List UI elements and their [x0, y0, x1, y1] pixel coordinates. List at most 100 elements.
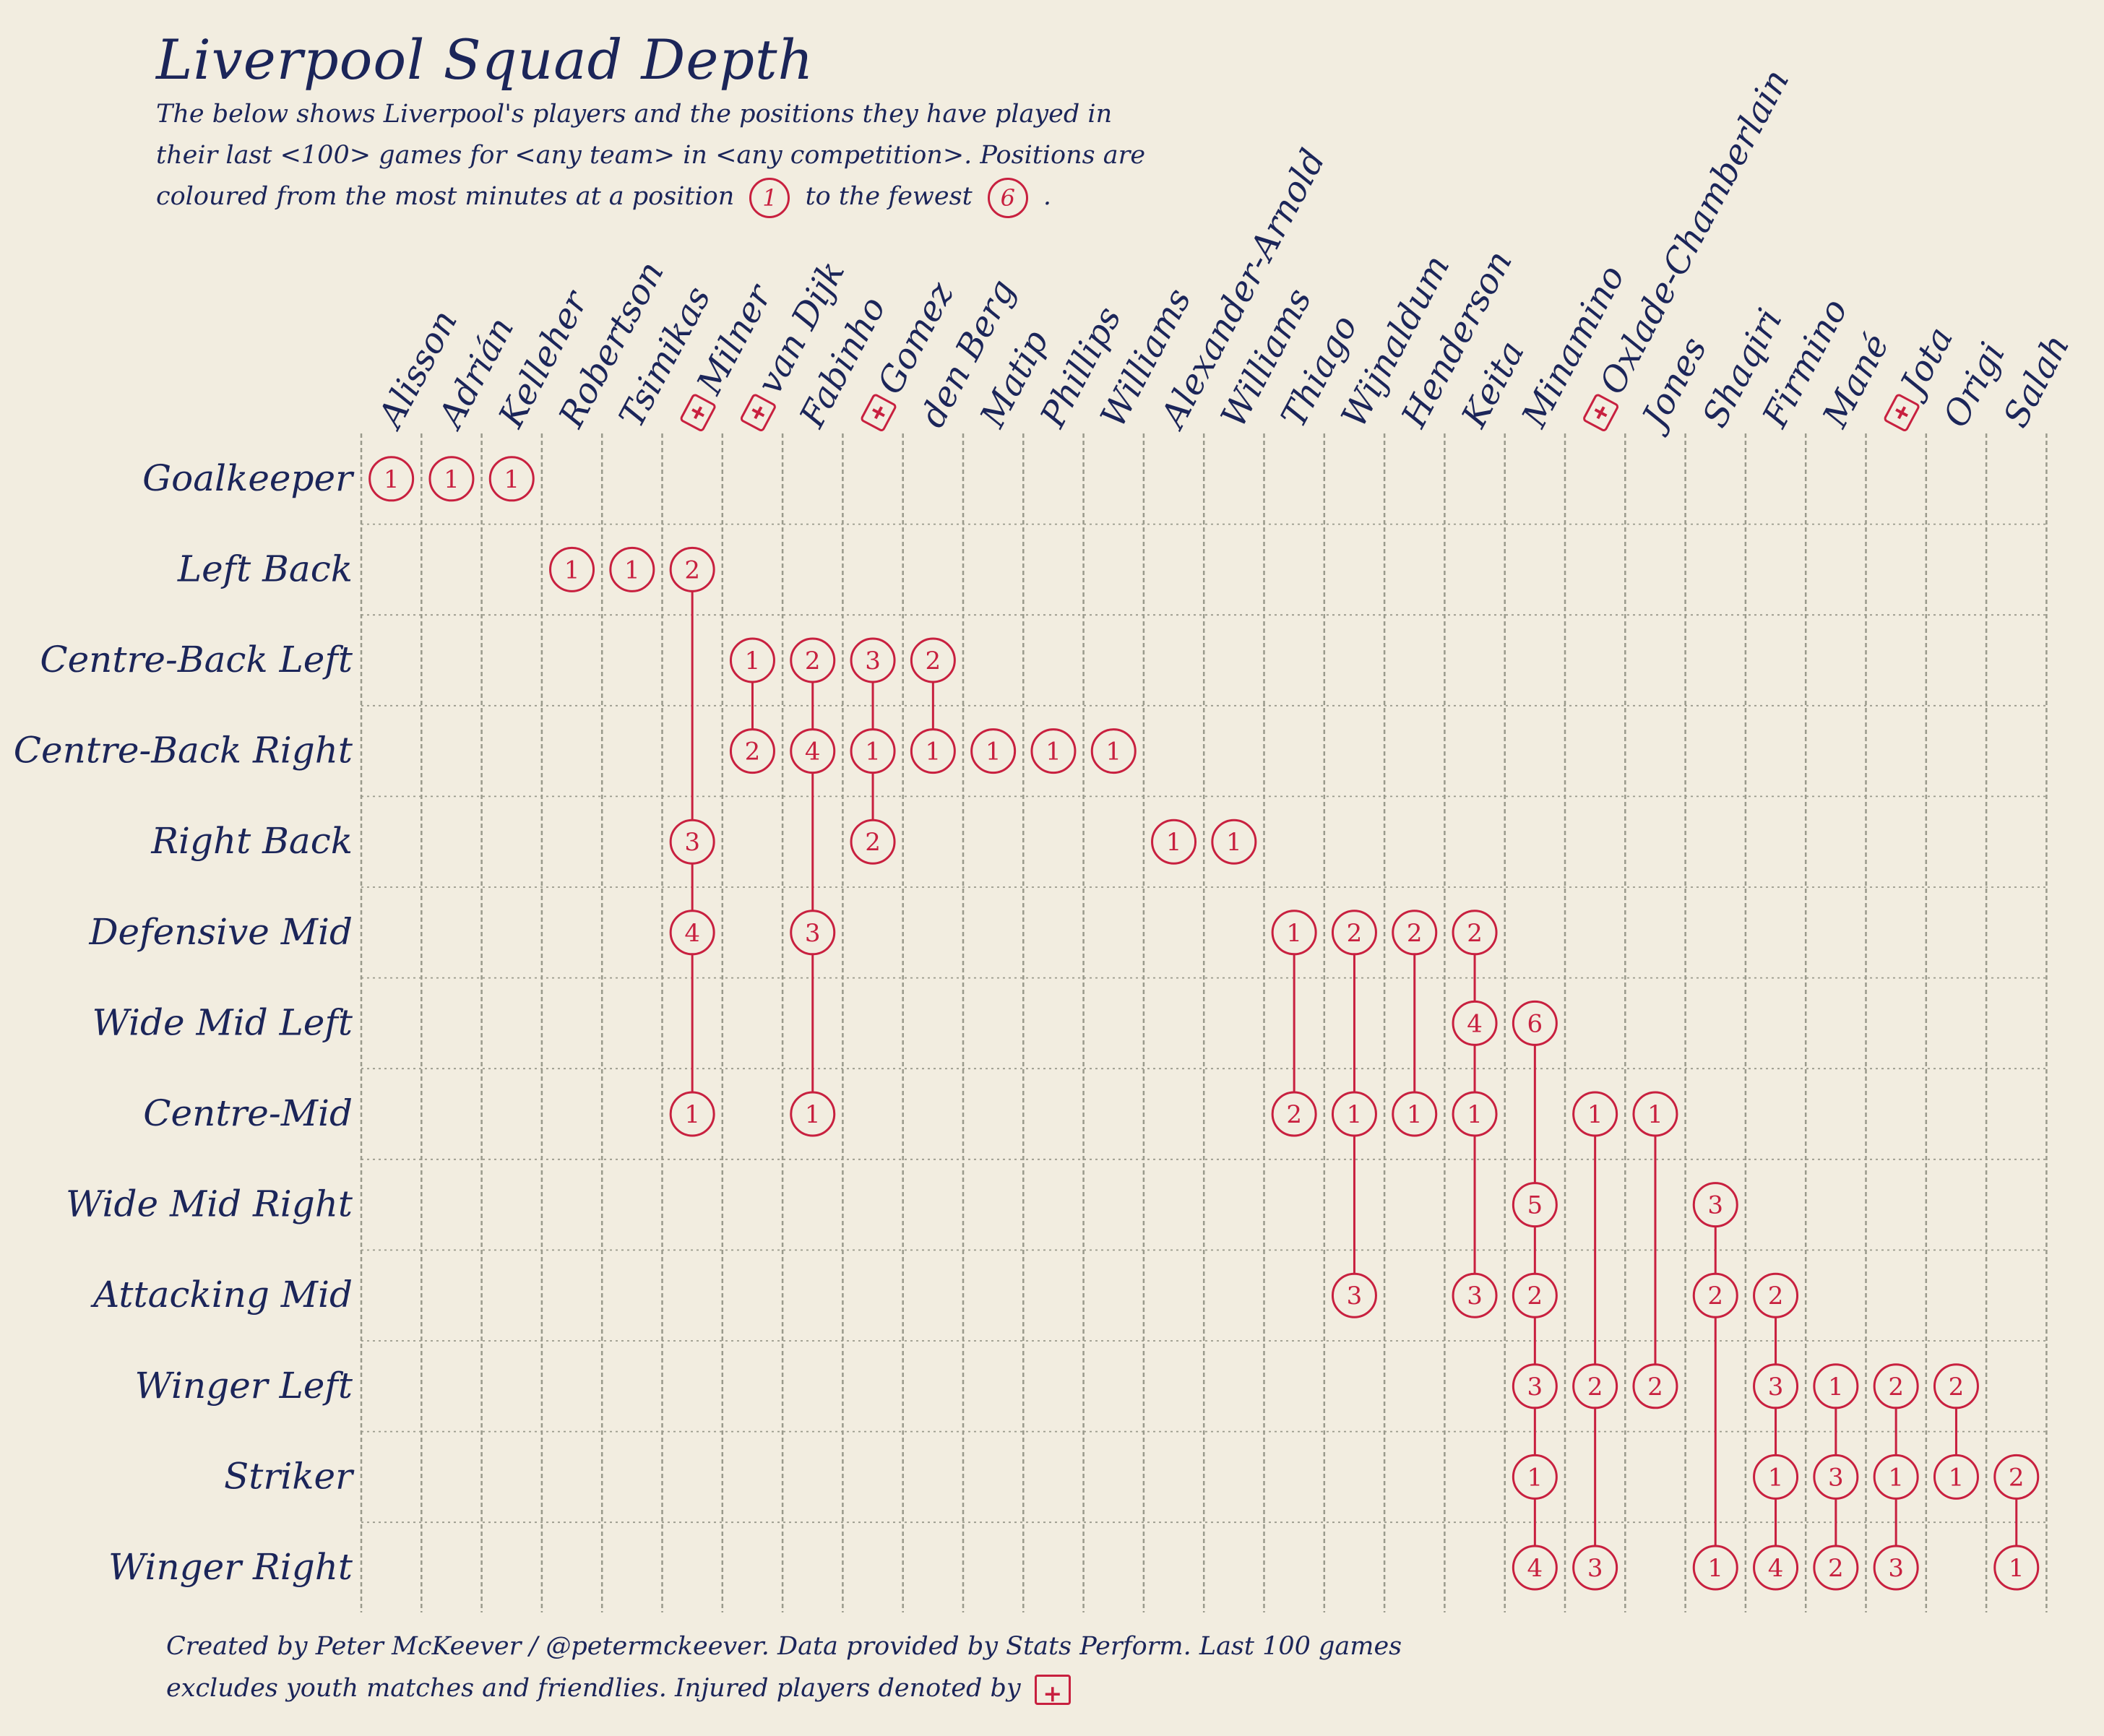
legend-most-minutes-marker: 1 — [749, 177, 790, 218]
injury-icon-cross-h — [754, 406, 763, 420]
subtitle-line-3-c: . — [1043, 182, 1052, 211]
position-marker-rank: 1 — [1347, 1100, 1363, 1129]
position-marker-rank: 6 — [1527, 1009, 1543, 1038]
position-marker: 2 — [1933, 1363, 1979, 1409]
position-marker: 2 — [910, 637, 956, 683]
position-marker: 2 — [850, 819, 896, 865]
position-marker-rank: 1 — [1105, 738, 1121, 766]
position-marker: 2 — [790, 637, 836, 683]
position-marker: 3 — [850, 637, 896, 683]
position-marker-rank: 2 — [1467, 919, 1483, 948]
position-marker: 1 — [609, 546, 655, 592]
position-marker: 3 — [669, 819, 715, 865]
position-marker: 4 — [1753, 1545, 1799, 1591]
footer-line-1: Created by Peter McKeever / @petermckeev… — [166, 1632, 1402, 1661]
position-marker-rank: 1 — [1045, 738, 1061, 766]
position-marker-circle — [1151, 819, 1197, 865]
position-marker-circle — [1993, 1454, 2040, 1500]
position-marker-rank: 1 — [384, 465, 400, 494]
position-marker-rank: 2 — [684, 556, 700, 584]
position-marker-rank: 1 — [1467, 1100, 1483, 1129]
position-marker-circle — [1632, 1363, 1678, 1409]
position-marker-circle — [428, 456, 475, 502]
position-marker: 2 — [729, 728, 775, 774]
position-marker-circle — [790, 910, 836, 956]
injury-icon-frame — [1583, 394, 1619, 431]
position-marker-rank: 2 — [1949, 1373, 1965, 1402]
position-marker: 3 — [1512, 1363, 1558, 1409]
position-marker: 1 — [970, 728, 1017, 774]
injury-icon-frame — [861, 394, 897, 431]
position-marker-circle — [1271, 910, 1317, 956]
position-marker-rank: 1 — [1407, 1100, 1423, 1129]
position-marker: 2 — [1392, 910, 1438, 956]
position-marker-circle — [1692, 1272, 1738, 1318]
position-marker: 2 — [669, 546, 715, 592]
row-label: Winger Left — [135, 1365, 353, 1407]
position-marker: 3 — [1572, 1545, 1618, 1591]
position-marker-circle — [729, 637, 775, 683]
position-marker-circle — [1993, 1545, 2040, 1591]
position-marker: 1 — [1392, 1091, 1438, 1137]
position-marker: 3 — [1452, 1272, 1498, 1318]
position-marker-rank: 1 — [1828, 1373, 1844, 1402]
position-marker-circle — [1090, 728, 1137, 774]
position-marker: 2 — [1873, 1363, 1919, 1409]
position-marker-rank: 4 — [1768, 1554, 1784, 1583]
chart-title: Liverpool Squad Depth — [156, 27, 814, 92]
position-marker-circle — [1512, 1182, 1558, 1228]
position-marker-circle — [1452, 910, 1498, 956]
row-label: Wide Mid Left — [92, 1001, 353, 1043]
position-marker-circle — [790, 637, 836, 683]
position-marker-rank: 2 — [1587, 1373, 1603, 1402]
position-marker-circle — [669, 819, 715, 865]
position-marker: 1 — [1271, 910, 1317, 956]
position-marker: 1 — [1753, 1454, 1799, 1500]
position-marker-rank: 2 — [2009, 1463, 2025, 1492]
position-marker: 1 — [910, 728, 956, 774]
position-marker-rank: 2 — [1888, 1373, 1904, 1402]
row-label: Centre-Mid — [143, 1092, 353, 1134]
legend-fewest-minutes-marker: 6 — [987, 177, 1028, 218]
injury-icon-cross-h — [1596, 406, 1605, 420]
footer-line-2: excludes youth matches and friendlies. I… — [166, 1667, 1539, 1714]
position-marker-circle — [790, 1091, 836, 1137]
position-marker-circle — [1452, 1000, 1498, 1046]
grid-layer — [360, 433, 2048, 1612]
position-marker-circle — [1512, 1363, 1558, 1409]
position-marker: 1 — [729, 637, 775, 683]
position-marker-circle — [1392, 1091, 1438, 1137]
injury-icon — [1884, 394, 1920, 431]
position-marker-rank: 3 — [1527, 1373, 1543, 1402]
position-marker-circle — [910, 637, 956, 683]
position-marker-rank: 2 — [1828, 1554, 1844, 1583]
position-marker-rank: 2 — [1527, 1282, 1543, 1310]
position-marker: 1 — [1993, 1545, 2040, 1591]
position-marker: 5 — [1512, 1182, 1558, 1228]
position-marker-rank: 1 — [1949, 1463, 1965, 1492]
position-marker-rank: 2 — [1286, 1100, 1302, 1129]
position-marker: 1 — [1452, 1091, 1498, 1137]
position-marker: 1 — [1572, 1091, 1618, 1137]
position-marker-rank: 3 — [805, 919, 821, 948]
position-marker-rank: 3 — [1347, 1282, 1363, 1310]
position-marker-circle — [609, 546, 655, 592]
position-marker: 1 — [1030, 728, 1077, 774]
position-markers: 1 1 1 1 1 2 3 4 1 1 2 2 4 3 1 3 1 2 2 1 1 1 1 1 1 1 2 2 1 3 2 1 2 4 1 3 6 5 2 3… — [368, 456, 2040, 1591]
position-marker-circle — [1512, 1000, 1558, 1046]
position-marker-circle — [850, 819, 896, 865]
footer-line-2-text: excludes youth matches and friendlies. I… — [166, 1674, 1021, 1703]
position-marker-rank: 1 — [986, 738, 1001, 766]
row-label: Winger Right — [108, 1546, 353, 1588]
position-marker: 4 — [669, 910, 715, 956]
position-marker-rank: 1 — [1527, 1463, 1543, 1492]
position-links — [691, 569, 2018, 1568]
subtitle-line-3: coloured from the most minutes at a posi… — [156, 176, 1240, 218]
row-label: Attacking Mid — [90, 1274, 353, 1316]
position-marker-circle — [1030, 728, 1077, 774]
position-marker: 1 — [549, 546, 595, 592]
position-marker-circle — [1211, 819, 1257, 865]
injury-icon-cross-h — [1897, 406, 1907, 420]
